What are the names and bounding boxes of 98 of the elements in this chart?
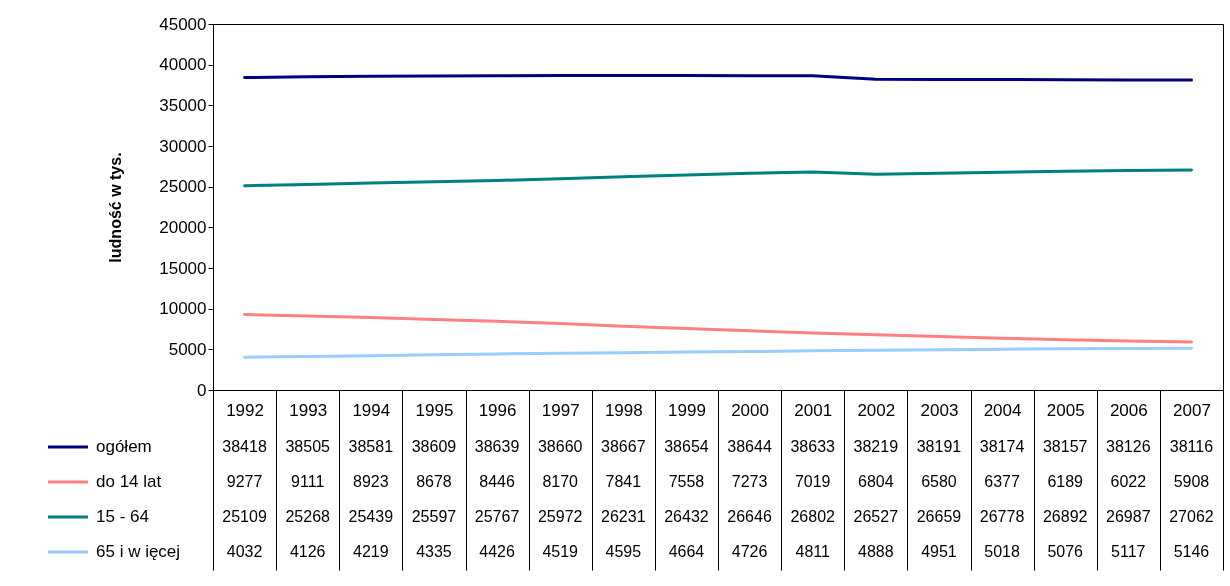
legend-label: 65 i w ięcej (96, 542, 181, 561)
data-label: 4032 (226, 543, 263, 560)
data-label: 4888 (858, 543, 894, 560)
data-label: 25268 (285, 508, 331, 525)
y-tick-label: 40000 (159, 55, 207, 75)
line-series (243, 313, 1193, 344)
data-label: 6022 (1110, 473, 1147, 490)
data-label: 38609 (411, 438, 457, 455)
data-label: 4726 (731, 543, 768, 560)
data-label: 38116 (1169, 438, 1214, 455)
data-label: 26987 (1106, 508, 1151, 525)
x-tick-label: 2000 (731, 400, 769, 420)
data-label: 4519 (542, 543, 579, 560)
x-tick-label: 2004 (983, 400, 1022, 420)
x-tick-label: 2003 (920, 400, 959, 420)
y-tick-label: 25000 (159, 177, 207, 197)
data-label: 26646 (727, 508, 772, 525)
data-label: 6580 (921, 473, 957, 490)
x-tick-label: 2005 (1046, 400, 1085, 420)
data-label: 26231 (601, 508, 646, 525)
y-tick-label: 20000 (159, 217, 207, 237)
data-label: 8678 (416, 473, 452, 490)
data-label: 25767 (474, 508, 520, 525)
data-label: 38219 (853, 438, 899, 455)
data-label: 26527 (853, 508, 899, 525)
data-label: 7273 (731, 473, 768, 490)
data-label: 4126 (289, 543, 326, 560)
data-label: 4426 (479, 543, 515, 560)
data-label: 4219 (353, 543, 389, 560)
data-label: 6189 (1047, 473, 1084, 490)
data-label: 38667 (601, 438, 646, 455)
x-tick-label: 1997 (541, 400, 580, 420)
data-label: 27062 (1169, 508, 1214, 525)
data-label: 4811 (795, 543, 830, 560)
y-tick-label: 0 (197, 380, 207, 400)
data-label: 38644 (727, 438, 772, 455)
data-label: 7019 (794, 473, 831, 490)
x-tick-label: 1994 (352, 400, 391, 420)
data-label: 25109 (222, 508, 267, 525)
data-label: 5117 (1111, 543, 1146, 560)
data-label: 9277 (226, 473, 263, 490)
data-label: 38505 (285, 438, 331, 455)
data-label: 4951 (921, 543, 957, 560)
data-label: 25439 (348, 508, 394, 525)
y-tick-label: 35000 (159, 95, 207, 115)
y-tick-label: 45000 (159, 14, 207, 34)
x-tick-label: 1993 (289, 400, 328, 420)
data-label: 8170 (542, 473, 579, 490)
x-tick-label: 2007 (1173, 400, 1211, 420)
data-label: 38418 (222, 438, 267, 455)
x-tick-label: 2006 (1109, 400, 1148, 420)
data-label: 6377 (984, 473, 1020, 490)
x-tick-label: 2001 (794, 400, 833, 420)
legend-label: do 14 lat (96, 472, 162, 491)
legend-label: ogółem (96, 437, 152, 456)
x-tick-label: 2002 (857, 400, 896, 420)
x-tick-label: 1999 (668, 400, 706, 420)
data-label: 38157 (1042, 438, 1088, 455)
data-label: 5076 (1047, 543, 1084, 560)
data-label: 5908 (1173, 473, 1210, 490)
y-tick-label: 10000 (159, 299, 207, 319)
y-tick-label: 5000 (168, 339, 207, 359)
data-label: 38633 (790, 438, 836, 455)
data-label: 9111 (291, 473, 325, 490)
data-label: 26432 (664, 508, 709, 525)
data-label: 26659 (916, 508, 962, 525)
y-axis-title: ludność w tys. (107, 152, 125, 263)
data-label: 26778 (979, 508, 1025, 525)
data-label: 38174 (979, 438, 1025, 455)
data-label: 26892 (1042, 508, 1088, 525)
data-label: 8923 (353, 473, 389, 490)
data-label: 38639 (474, 438, 520, 455)
data-label: 38660 (537, 438, 583, 455)
data-label: 7841 (605, 473, 642, 490)
data-label: 4595 (605, 543, 642, 560)
x-tick-label: 1996 (478, 400, 517, 420)
data-label: 38126 (1106, 438, 1151, 455)
data-label: 4664 (668, 543, 705, 560)
x-tick-label: 1995 (415, 400, 454, 420)
data-label: 38191 (916, 438, 962, 455)
data-label: 8446 (479, 473, 515, 490)
data-label: 7558 (668, 473, 705, 490)
data-label: 5018 (984, 543, 1020, 560)
data-label: 5146 (1173, 543, 1210, 560)
x-tick-label: 1998 (604, 400, 643, 420)
line-series (243, 168, 1193, 188)
y-tick-label: 30000 (159, 136, 207, 156)
y-tick-label: 15000 (159, 258, 207, 278)
x-tick-label: 1992 (226, 400, 264, 420)
line-series (243, 346, 1193, 359)
data-label: 38581 (348, 438, 394, 455)
data-label: 26802 (790, 508, 836, 525)
data-label: 25972 (537, 508, 583, 525)
legend-label: 15 - 64 (96, 507, 149, 526)
data-label: 4335 (416, 543, 452, 560)
data-label: 25597 (411, 508, 457, 525)
data-label: 6804 (858, 473, 894, 490)
data-label: 38654 (664, 438, 709, 455)
